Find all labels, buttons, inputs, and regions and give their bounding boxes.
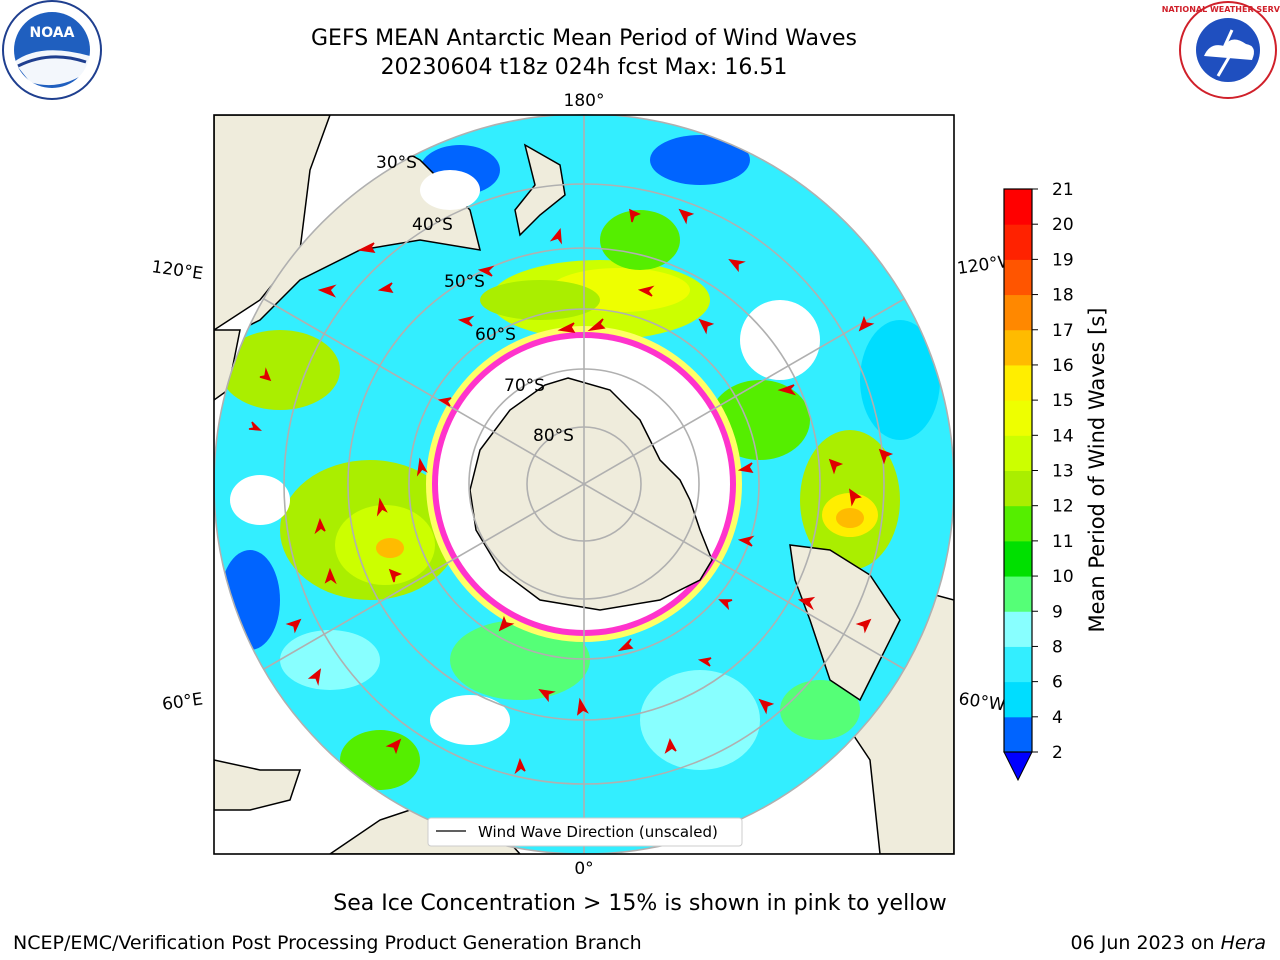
map-frame bbox=[213, 114, 955, 855]
colorbar-cell bbox=[1004, 224, 1032, 260]
wind-wave-arrows bbox=[248, 208, 894, 775]
lat-label-70: 70°S bbox=[504, 376, 545, 396]
colorbar-cell bbox=[1004, 400, 1032, 436]
colorbar-tick-label: 19 bbox=[1052, 250, 1074, 270]
colorbar-tick-label: 17 bbox=[1052, 321, 1074, 341]
footer-right: 06 Jun 2023 on Hera bbox=[1071, 932, 1266, 954]
colorbar-cell bbox=[1004, 576, 1032, 612]
colorbar-tick-label: 15 bbox=[1052, 391, 1074, 411]
colorbar-cell bbox=[1004, 435, 1032, 471]
antarctica-land bbox=[469, 377, 713, 611]
title-line-2: 20230604 t18z 024h fcst Max: 16.51 bbox=[380, 55, 788, 80]
lat-label-30: 30°S bbox=[376, 153, 417, 173]
legend-label: Wind Wave Direction (unscaled) bbox=[478, 823, 718, 841]
sea-ice-note: Sea Ice Concentration > 15% is shown in … bbox=[333, 891, 947, 916]
lon-label-lower-right: 60°W bbox=[957, 689, 1006, 715]
colorbar-tick-label: 6 bbox=[1052, 673, 1063, 693]
colorbar-tick-label: 21 bbox=[1052, 180, 1074, 200]
colorbar-cell bbox=[1004, 646, 1032, 683]
noaa-logo-text: NOAA bbox=[30, 25, 75, 41]
colorbar-cell bbox=[1004, 681, 1032, 718]
lat-label-40: 40°S bbox=[412, 215, 453, 235]
colorbar-tick-label: 4 bbox=[1052, 708, 1063, 728]
colorbar-tick-label: 2 bbox=[1052, 743, 1063, 763]
colorbar-tick-label: 8 bbox=[1052, 637, 1063, 657]
latitude-labels: 30°S 40°S 50°S 60°S 70°S 80°S bbox=[376, 153, 574, 446]
title-line-1: GEFS MEAN Antarctic Mean Period of Wind … bbox=[311, 26, 857, 51]
colorbar-cell bbox=[1004, 259, 1032, 296]
lat-label-80: 80°S bbox=[533, 426, 574, 446]
nws-ring-text: NATIONAL WEATHER SERVICE bbox=[1162, 5, 1280, 14]
wave-period-field bbox=[220, 135, 940, 790]
colorbar-cell bbox=[1004, 611, 1032, 647]
nws-logo: NATIONAL WEATHER SERVICE bbox=[1162, 1, 1280, 99]
footer-left: NCEP/EMC/Verification Post Processing Pr… bbox=[13, 932, 642, 954]
colorbar-cell bbox=[1004, 540, 1032, 577]
colorbar-tick-label: 12 bbox=[1052, 497, 1074, 517]
lon-label-bottom: 0° bbox=[574, 859, 593, 879]
map-panel: Wind Wave Direction (unscaled) 180° 0° 1… bbox=[150, 91, 1016, 879]
colorbar-tick-label: 14 bbox=[1052, 426, 1074, 446]
lon-label-top: 180° bbox=[564, 91, 605, 111]
colorbar-cell bbox=[1004, 329, 1032, 366]
colorbar-tick-label: 18 bbox=[1052, 286, 1074, 306]
colorbar-cell bbox=[1004, 294, 1032, 331]
colorbar-tick-label: 11 bbox=[1052, 532, 1074, 552]
lon-label-upper-left: 120°E bbox=[150, 257, 204, 284]
lon-label-lower-left: 60°E bbox=[161, 689, 204, 714]
lat-label-60: 60°S bbox=[475, 325, 516, 345]
colorbar-label: Mean Period of Wind Waves [s] bbox=[1085, 308, 1109, 633]
lat-label-50: 50°S bbox=[444, 272, 485, 292]
colorbar-cell bbox=[1004, 189, 1032, 225]
colorbar-tick-label: 20 bbox=[1052, 215, 1074, 235]
colorbar-tick-label: 16 bbox=[1052, 356, 1074, 376]
blank-areas bbox=[230, 170, 820, 745]
colorbar-cell bbox=[1004, 470, 1032, 507]
colorbar-tick-label: 13 bbox=[1052, 462, 1074, 482]
colorbar-cell bbox=[1004, 716, 1032, 753]
colorbar-under-arrow bbox=[1003, 751, 1033, 782]
colorbar-tick-label: 9 bbox=[1052, 602, 1063, 622]
footer-host: Hera bbox=[1220, 932, 1266, 954]
colorbar-cell bbox=[1004, 505, 1032, 542]
footer-date: 06 Jun 2023 on bbox=[1070, 932, 1221, 954]
colorbar-tick-label: 10 bbox=[1052, 567, 1074, 587]
noaa-logo: NOAA bbox=[2, 0, 102, 100]
colorbar: 2 4 6 8 9 10 11 12 13 14 15 16 17 18 19 20 21 Mean Perio… bbox=[1003, 180, 1109, 782]
graticule bbox=[214, 115, 954, 854]
colorbar-cell bbox=[1004, 364, 1032, 401]
map-legend: Wind Wave Direction (unscaled) bbox=[427, 817, 743, 847]
